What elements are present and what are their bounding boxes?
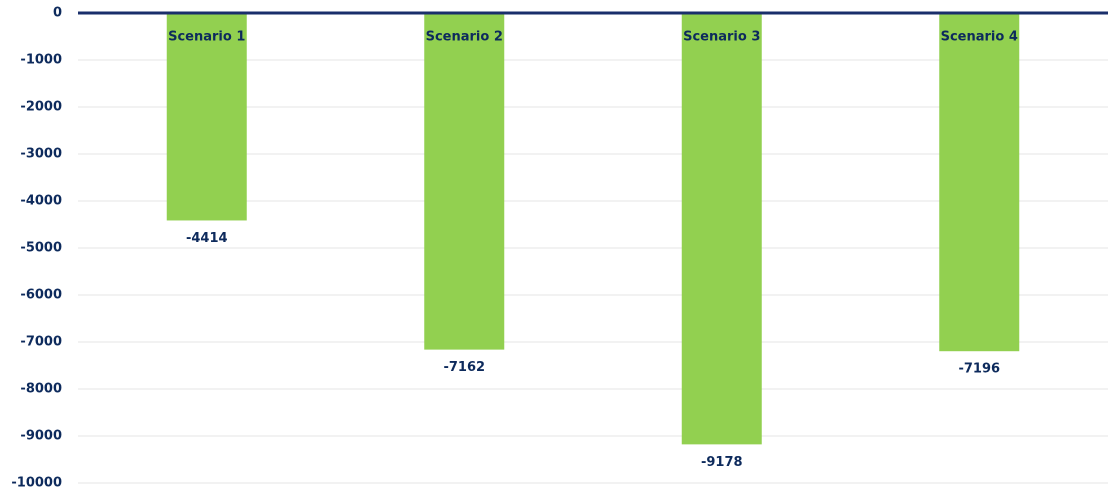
category-label: Scenario 3	[683, 30, 760, 45]
y-tick-label: -2000	[20, 100, 62, 115]
bar	[681, 13, 762, 445]
category-label: Scenario 1	[168, 30, 245, 45]
data-label: -7196	[958, 362, 1000, 377]
bar	[424, 13, 505, 350]
data-label: -4414	[186, 231, 228, 246]
category-label: Scenario 2	[426, 30, 503, 45]
y-tick-label: -1000	[20, 53, 62, 68]
y-tick-label: -4000	[20, 194, 62, 209]
bar	[166, 13, 247, 221]
y-tick-label: -8000	[20, 382, 62, 397]
data-label: -9178	[701, 455, 743, 470]
y-tick-label: -10000	[11, 476, 62, 491]
y-tick-label: -6000	[20, 288, 62, 303]
data-label: -7162	[443, 360, 485, 375]
y-tick-label: -7000	[20, 335, 62, 350]
y-tick-label: -3000	[20, 147, 62, 162]
y-tick-label: 0	[53, 6, 62, 21]
category-label: Scenario 4	[941, 30, 1018, 45]
y-tick-label: -5000	[20, 241, 62, 256]
bar	[939, 13, 1020, 352]
y-tick-label: -9000	[20, 429, 62, 444]
